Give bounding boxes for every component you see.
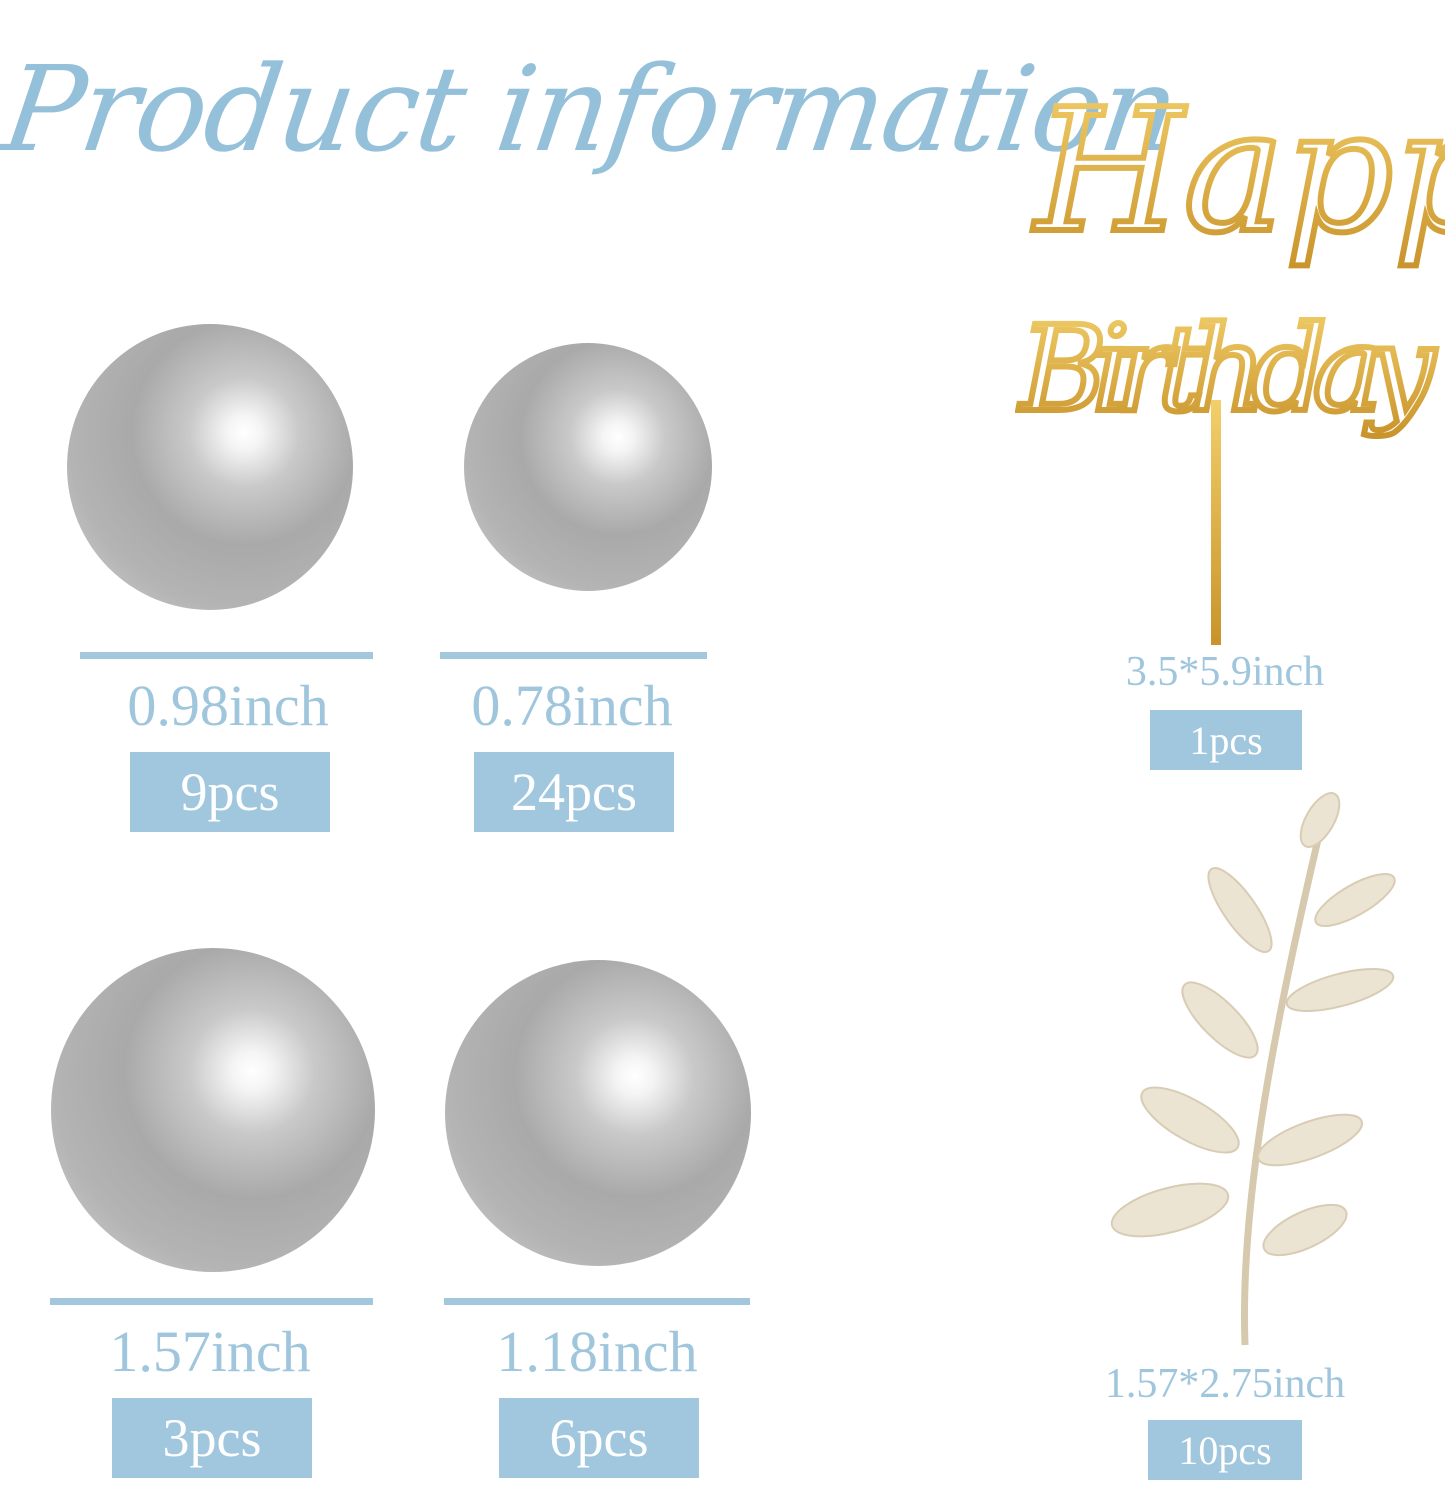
size-label: 0.78inch: [471, 673, 673, 738]
pearl-image: [464, 343, 712, 591]
pearl-image: [67, 324, 353, 610]
qty-badge: 10pcs: [1148, 1420, 1302, 1480]
topper-text-birthday: Birthday: [1018, 300, 1436, 438]
size-label: 1.57inch: [109, 1319, 311, 1384]
topper-stick: [1211, 400, 1221, 645]
divider: [50, 1298, 373, 1305]
size-label: 1.18inch: [496, 1319, 698, 1384]
size-label: 0.98inch: [127, 673, 329, 738]
pearl-image: [51, 948, 375, 1272]
divider: [440, 652, 707, 659]
size-label: 3.5*5.9inch: [1125, 649, 1325, 695]
qty-badge: 1pcs: [1150, 710, 1302, 770]
leaf-pick-image: [1110, 792, 1396, 1346]
qty-badge: 3pcs: [112, 1398, 312, 1478]
divider: [444, 1298, 750, 1305]
qty-badge: 24pcs: [474, 752, 674, 832]
pearl-image: [445, 960, 751, 1266]
qty-badge: 6pcs: [499, 1398, 699, 1478]
size-label: 1.57*2.75inch: [1104, 1361, 1346, 1407]
cake-topper-image: Happy Birthday: [1015, 70, 1445, 645]
divider: [80, 652, 373, 659]
qty-badge: 9pcs: [130, 752, 330, 832]
title: Product information: [0, 40, 1186, 178]
topper-text-happy: Happy: [1032, 73, 1445, 271]
